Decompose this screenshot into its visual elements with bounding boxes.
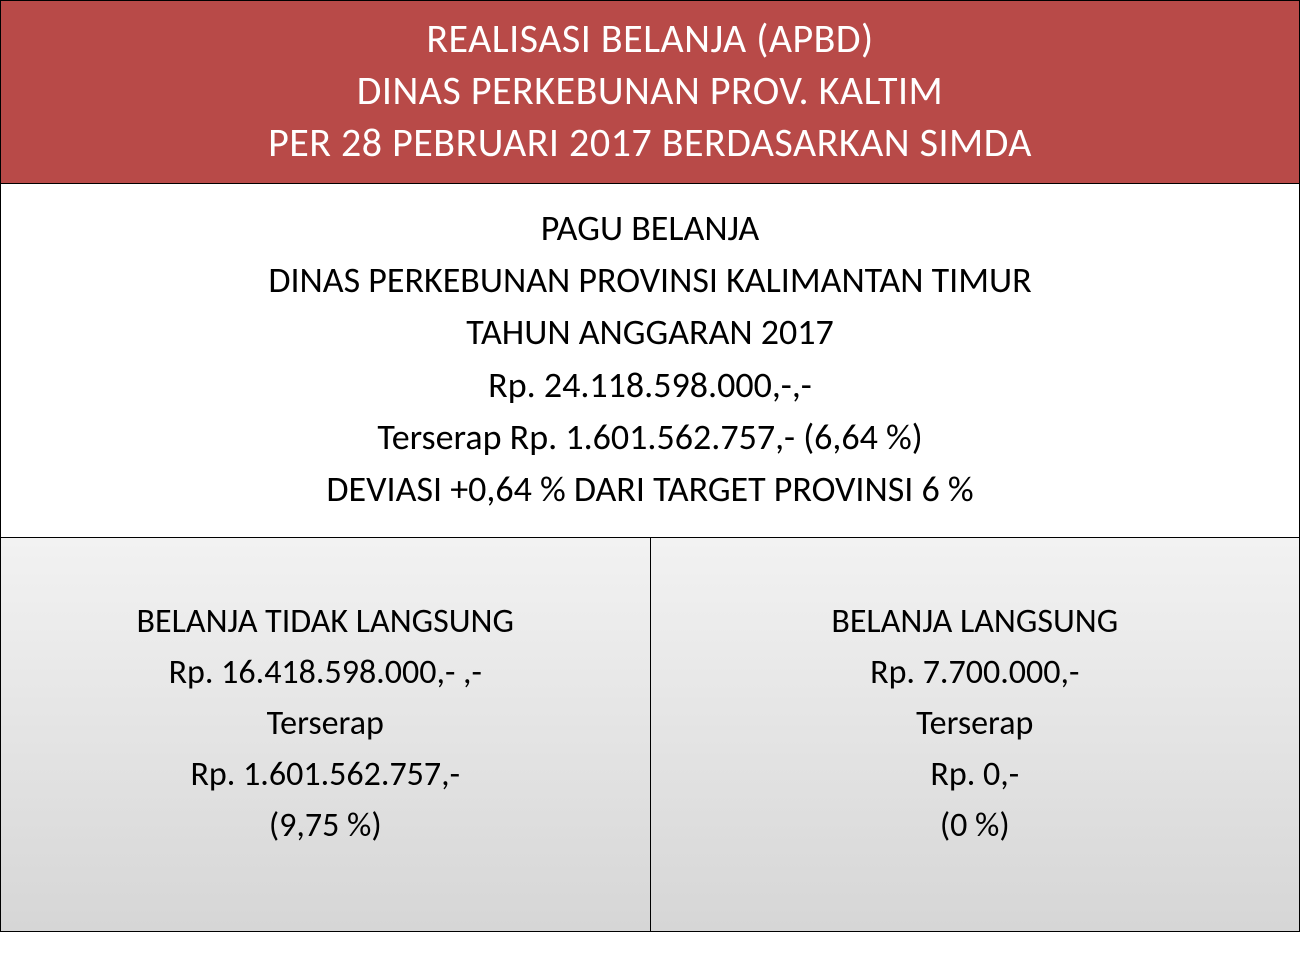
summary-line-4: Rp. 24.118.598.000,-,- xyxy=(21,359,1279,411)
summary-line-5: Terserap Rp. 1.601.562.757,- (6,64 %) xyxy=(21,411,1279,463)
summary-line-6: DEVIASI +0,64 % DARI TARGET PROVINSI 6 % xyxy=(21,463,1279,515)
title-line-3: PER 28 PEBRUARI 2017 BERDASARKAN SIMDA xyxy=(21,117,1279,169)
direct-line-3: Terserap xyxy=(651,698,1300,749)
title-line-1: REALISASI BELANJA (APBD) xyxy=(21,13,1279,65)
indirect-line-3: Terserap xyxy=(1,698,650,749)
indirect-line-4: Rp. 1.601.562.757,- xyxy=(1,749,650,800)
title-line-2: DINAS PERKEBUNAN PROV. KALTIM xyxy=(21,65,1279,117)
summary-line-2: DINAS PERKEBUNAN PROVINSI KALIMANTAN TIM… xyxy=(21,254,1279,306)
direct-line-5: (0 %) xyxy=(651,800,1300,851)
direct-line-2: Rp. 7.700.000,- xyxy=(651,647,1300,698)
summary-panel: PAGU BELANJA DINAS PERKEBUNAN PROVINSI K… xyxy=(0,184,1300,538)
direct-line-4: Rp. 0,- xyxy=(651,749,1300,800)
indirect-line-1: BELANJA TIDAK LANGSUNG xyxy=(1,596,650,647)
indirect-line-2: Rp. 16.418.598.000,- ,- xyxy=(1,647,650,698)
summary-line-3: TAHUN ANGGARAN 2017 xyxy=(21,306,1279,358)
summary-line-1: PAGU BELANJA xyxy=(21,202,1279,254)
indirect-spending-panel: BELANJA TIDAK LANGSUNG Rp. 16.418.598.00… xyxy=(0,538,650,932)
detail-row: BELANJA TIDAK LANGSUNG Rp. 16.418.598.00… xyxy=(0,538,1300,932)
indirect-line-5: (9,75 %) xyxy=(1,800,650,851)
direct-spending-panel: BELANJA LANGSUNG Rp. 7.700.000,- Tersera… xyxy=(650,538,1300,932)
direct-line-1: BELANJA LANGSUNG xyxy=(651,596,1300,647)
slide-container: REALISASI BELANJA (APBD) DINAS PERKEBUNA… xyxy=(0,0,1300,975)
title-header: REALISASI BELANJA (APBD) DINAS PERKEBUNA… xyxy=(0,0,1300,184)
